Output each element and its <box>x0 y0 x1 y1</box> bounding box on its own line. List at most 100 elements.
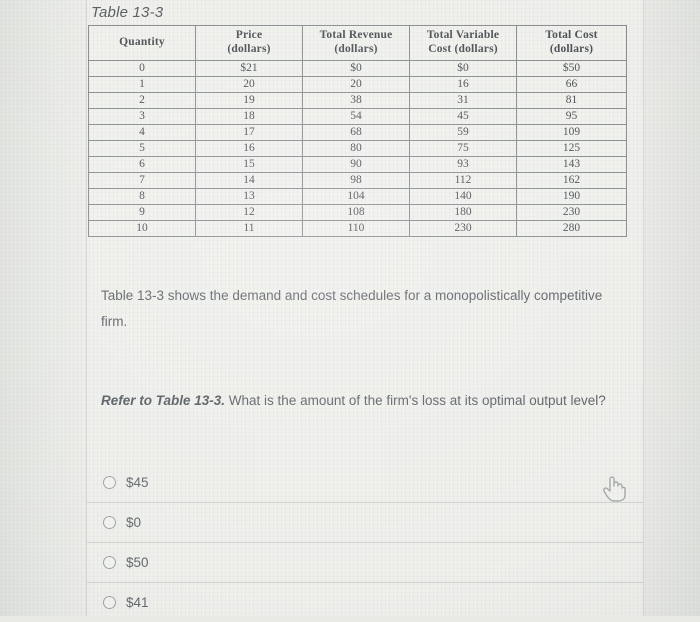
cell-total-revenue: 110 <box>302 219 410 237</box>
cell-price: 11 <box>195 219 303 237</box>
cell-price: 14 <box>195 171 303 189</box>
cell-price: 17 <box>195 123 303 141</box>
column-header-quantity-line1: Quantity <box>119 36 165 49</box>
answer-options-list: $45 $0 $50 $41 <box>87 462 643 622</box>
cell-price: 18 <box>195 107 303 125</box>
table-row: 2 19 38 31 81 <box>88 91 627 109</box>
cell-total-variable-cost: 31 <box>409 91 517 109</box>
cell-quantity: 7 <box>88 171 196 189</box>
cell-total-cost: 95 <box>516 107 627 125</box>
cell-total-revenue: 68 <box>302 123 410 141</box>
table-row: 8 13 104 140 190 <box>88 187 627 205</box>
answer-option-label: $50 <box>126 555 149 570</box>
cell-quantity: 3 <box>88 107 196 125</box>
cell-total-cost: 230 <box>516 203 627 221</box>
column-header-price: Price (dollars) <box>195 25 303 61</box>
column-header-total-cost-line1: Total Cost <box>545 29 598 41</box>
radio-button-icon[interactable] <box>103 476 116 489</box>
column-header-total-revenue-line1: Total Revenue <box>319 29 393 41</box>
radio-button-icon[interactable] <box>103 596 116 609</box>
page-right-gutter <box>644 0 700 616</box>
cell-total-variable-cost: 112 <box>409 171 517 189</box>
cell-price: 13 <box>195 187 303 205</box>
cost-schedule-table: Quantity Price (dollars) Total Revenue (… <box>88 25 627 237</box>
answer-option-label: $45 <box>126 475 149 490</box>
cell-quantity: 10 <box>88 219 196 237</box>
page-left-rule <box>86 0 87 616</box>
answer-option-label: $41 <box>126 595 149 610</box>
cell-total-cost: $50 <box>516 59 627 77</box>
cell-total-variable-cost: 140 <box>409 187 517 205</box>
cell-total-variable-cost: 45 <box>409 107 517 125</box>
answer-option-1[interactable]: $45 <box>87 462 643 502</box>
cell-total-cost: 162 <box>516 171 627 189</box>
column-header-total-variable-cost-line2: Cost (dollars) <box>428 43 498 56</box>
cell-quantity: 8 <box>88 187 196 205</box>
cost-schedule-table-container: Quantity Price (dollars) Total Revenue (… <box>88 25 627 237</box>
cell-quantity: 1 <box>88 75 196 93</box>
cell-total-variable-cost: 75 <box>409 139 517 157</box>
cell-total-variable-cost: 59 <box>409 123 517 141</box>
cell-total-revenue: 104 <box>302 187 410 205</box>
cell-total-revenue: 80 <box>302 139 410 157</box>
cell-quantity: 5 <box>88 139 196 157</box>
cell-total-variable-cost: $0 <box>409 59 517 77</box>
question-content-area: Table 13-3 Quantity Price (dollars) Tota… <box>87 0 643 616</box>
cell-total-cost: 109 <box>516 123 627 141</box>
question-reference: Refer to Table 13-3. <box>101 393 226 408</box>
cell-total-variable-cost: 230 <box>409 219 517 237</box>
cell-total-variable-cost: 16 <box>409 75 517 93</box>
cell-price: 20 <box>195 75 303 93</box>
cell-total-cost: 125 <box>516 139 627 157</box>
pointing-hand-cursor-icon <box>603 476 626 502</box>
table-row: 3 18 54 45 95 <box>88 107 627 125</box>
answer-option-3[interactable]: $50 <box>87 542 643 582</box>
cell-total-revenue: $0 <box>302 59 410 77</box>
cell-total-revenue: 108 <box>302 203 410 221</box>
table-row: 1 20 20 16 66 <box>88 75 627 93</box>
cell-quantity: 2 <box>88 91 196 109</box>
table-row: 6 15 90 93 143 <box>88 155 627 173</box>
cell-price: 15 <box>195 155 303 173</box>
cell-total-cost: 190 <box>516 187 627 205</box>
cell-total-variable-cost: 93 <box>409 155 517 173</box>
cell-total-revenue: 98 <box>302 171 410 189</box>
cell-price: $21 <box>195 59 303 77</box>
cell-total-cost: 143 <box>516 155 627 173</box>
column-header-total-variable-cost-line1: Total Variable <box>426 29 500 41</box>
cell-quantity: 9 <box>88 203 196 221</box>
radio-button-icon[interactable] <box>103 556 116 569</box>
answer-option-4[interactable]: $41 <box>87 582 643 622</box>
table-body: 0 $21 $0 $0 $50 1 20 20 16 66 2 19 38 31 81 3 18 54 45 95 4 1… <box>88 59 627 237</box>
question-text: What is the amount of the firm's loss at… <box>225 393 606 408</box>
cell-total-cost: 280 <box>516 219 627 237</box>
radio-button-icon[interactable] <box>103 516 116 529</box>
cell-total-cost: 81 <box>516 91 627 109</box>
answer-option-label: $0 <box>126 515 142 530</box>
column-header-total-revenue: Total Revenue (dollars) <box>302 25 410 61</box>
cell-total-revenue: 20 <box>302 75 410 93</box>
question-paragraph: Refer to Table 13-3. What is the amount … <box>101 388 629 414</box>
cell-price: 16 <box>195 139 303 157</box>
answer-option-2[interactable]: $0 <box>87 502 643 542</box>
cell-quantity: 0 <box>88 59 196 77</box>
column-header-quantity: Quantity <box>88 25 196 61</box>
cell-quantity: 6 <box>88 155 196 173</box>
column-header-price-line1: Price <box>235 29 263 41</box>
cell-quantity: 4 <box>88 123 196 141</box>
cell-price: 19 <box>195 91 303 109</box>
cell-total-cost: 66 <box>516 75 627 93</box>
intro-paragraph: Table 13-3 shows the demand and cost sch… <box>101 288 603 329</box>
page-left-gutter <box>0 0 86 616</box>
table-row: 5 16 80 75 125 <box>88 139 627 157</box>
table-title: Table 13-3 <box>91 4 164 21</box>
table-row: 0 $21 $0 $0 $50 <box>88 59 627 77</box>
page-right-rule <box>643 0 644 616</box>
cell-total-revenue: 38 <box>302 91 410 109</box>
cell-total-revenue: 90 <box>302 155 410 173</box>
column-header-total-variable-cost: Total Variable Cost (dollars) <box>409 25 517 61</box>
cell-total-variable-cost: 180 <box>409 203 517 221</box>
table-row: 4 17 68 59 109 <box>88 123 627 141</box>
column-header-total-cost-line2: (dollars) <box>549 43 594 56</box>
cell-price: 12 <box>195 203 303 221</box>
